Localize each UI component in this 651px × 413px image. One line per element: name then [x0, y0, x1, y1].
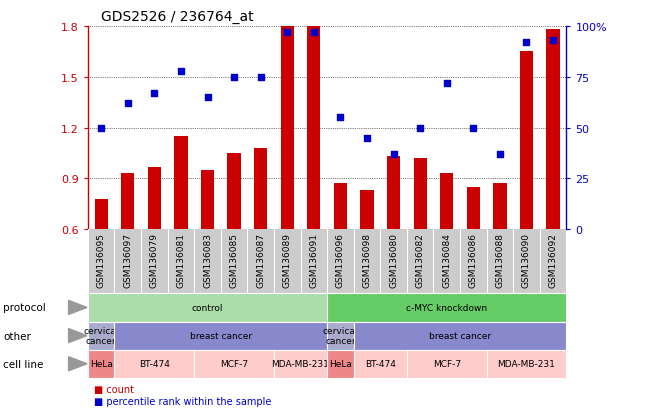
Point — [468, 125, 478, 131]
Bar — [281, 27, 294, 230]
Bar — [174, 137, 187, 230]
Point — [335, 115, 346, 121]
Text: HeLa: HeLa — [329, 359, 352, 368]
Text: MDA-MB-231: MDA-MB-231 — [271, 359, 329, 368]
Text: GSM136086: GSM136086 — [469, 233, 478, 288]
Point — [309, 30, 319, 36]
Text: breast cancer: breast cancer — [429, 331, 491, 340]
Text: MDA-MB-231: MDA-MB-231 — [497, 359, 555, 368]
Text: cell line: cell line — [3, 359, 44, 369]
Bar — [254, 149, 268, 230]
Text: cervical
cancer: cervical cancer — [83, 326, 119, 345]
Bar — [520, 52, 533, 230]
Text: GSM136082: GSM136082 — [416, 233, 424, 287]
Bar — [227, 154, 241, 230]
Point — [96, 125, 106, 131]
Bar — [201, 171, 214, 230]
Point — [229, 74, 240, 81]
Bar — [413, 159, 427, 230]
Text: BT-474: BT-474 — [365, 359, 396, 368]
Point — [122, 101, 133, 107]
Text: GSM136098: GSM136098 — [363, 233, 372, 288]
Bar — [334, 184, 347, 230]
Point — [548, 38, 559, 44]
Bar — [440, 174, 453, 230]
Polygon shape — [68, 357, 87, 371]
Point — [362, 135, 372, 142]
Text: GSM136081: GSM136081 — [176, 233, 186, 288]
Text: GSM136096: GSM136096 — [336, 233, 345, 288]
Bar — [361, 191, 374, 230]
Text: GSM136079: GSM136079 — [150, 233, 159, 288]
Polygon shape — [68, 301, 87, 315]
Text: GSM136088: GSM136088 — [495, 233, 505, 288]
Text: GSM136087: GSM136087 — [256, 233, 265, 288]
Text: control: control — [192, 303, 223, 312]
Text: MCF-7: MCF-7 — [433, 359, 461, 368]
Text: ■ percentile rank within the sample: ■ percentile rank within the sample — [94, 396, 271, 406]
Text: c-MYC knockdown: c-MYC knockdown — [406, 303, 488, 312]
Point — [495, 151, 505, 158]
Point — [389, 151, 399, 158]
Text: ■ count: ■ count — [94, 384, 134, 394]
Text: GSM136084: GSM136084 — [442, 233, 451, 287]
Point — [521, 40, 532, 46]
Bar — [307, 27, 320, 230]
Bar — [148, 167, 161, 230]
Text: GSM136097: GSM136097 — [123, 233, 132, 288]
Bar — [546, 30, 560, 230]
Point — [282, 30, 292, 36]
Text: GSM136085: GSM136085 — [230, 233, 238, 288]
Text: GSM136091: GSM136091 — [309, 233, 318, 288]
Text: GSM136090: GSM136090 — [522, 233, 531, 288]
Text: GSM136095: GSM136095 — [97, 233, 105, 288]
Point — [202, 95, 213, 101]
Text: HeLa: HeLa — [90, 359, 113, 368]
Text: GSM136092: GSM136092 — [549, 233, 557, 287]
Point — [255, 74, 266, 81]
Point — [176, 68, 186, 75]
Bar — [387, 157, 400, 230]
Text: breast cancer: breast cancer — [189, 331, 252, 340]
Text: MCF-7: MCF-7 — [220, 359, 248, 368]
Text: GSM136080: GSM136080 — [389, 233, 398, 288]
Point — [149, 90, 159, 97]
Bar — [493, 184, 506, 230]
Bar — [121, 174, 134, 230]
Text: other: other — [3, 331, 31, 341]
Bar — [467, 188, 480, 230]
Text: GSM136089: GSM136089 — [283, 233, 292, 288]
Point — [441, 80, 452, 87]
Text: BT-474: BT-474 — [139, 359, 170, 368]
Text: protocol: protocol — [3, 303, 46, 313]
Text: cervical
cancer: cervical cancer — [323, 326, 358, 345]
Text: GDS2526 / 236764_at: GDS2526 / 236764_at — [101, 10, 253, 24]
Text: GSM136083: GSM136083 — [203, 233, 212, 288]
Point — [415, 125, 425, 131]
Bar — [94, 199, 108, 230]
Polygon shape — [68, 329, 87, 343]
